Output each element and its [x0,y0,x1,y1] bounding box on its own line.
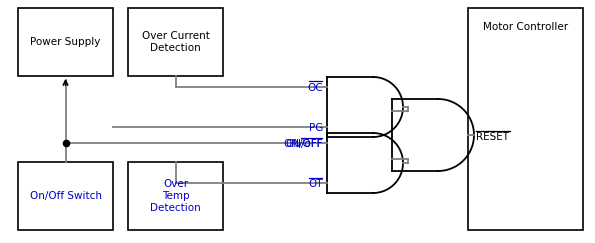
Bar [468,8,583,230]
Text: Motor Controller: Motor Controller [483,22,568,32]
Text: Power Supply: Power Supply [30,37,101,47]
Text: Over
Temp
Detection: Over Temp Detection [150,179,201,213]
Text: OT: OT [308,179,323,189]
Text: PG: PG [309,123,323,133]
Text: ON/OFF: ON/OFF [283,139,323,149]
Bar [128,8,223,76]
Text: ON/ŏFF: ON/ŏFF [286,139,323,149]
Text: OC: OC [308,83,323,93]
Text: Over Current
Detection: Over Current Detection [142,31,209,53]
Text: On/Off Switch: On/Off Switch [30,191,102,201]
Bar [128,162,223,230]
Bar [18,8,113,76]
Text: RESET: RESET [476,132,509,142]
Bar [18,162,113,230]
